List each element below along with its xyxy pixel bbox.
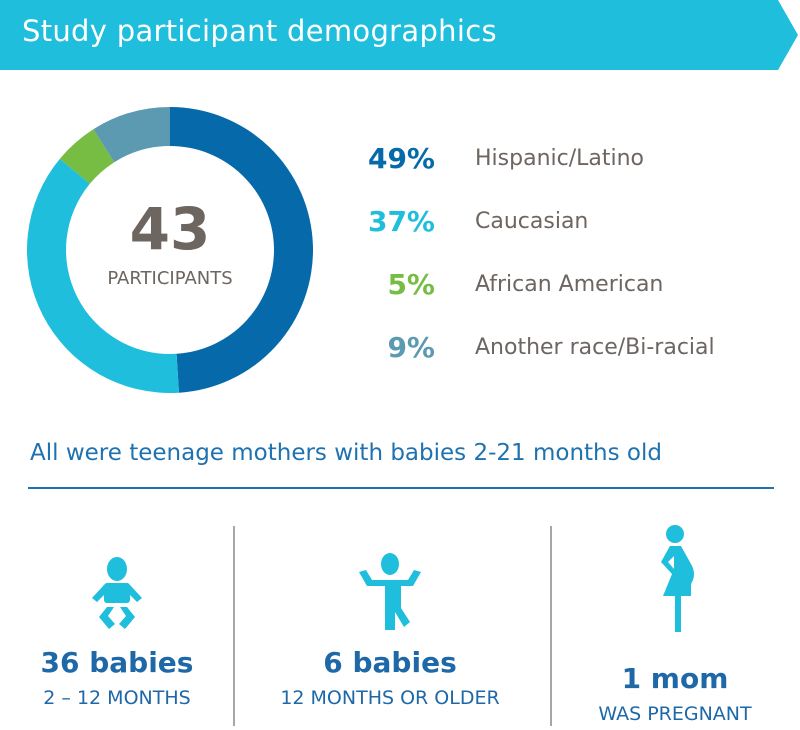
legend-label: Hispanic/Latino	[475, 146, 645, 171]
legend-value: 5%	[387, 268, 435, 301]
baby-icon	[92, 557, 142, 629]
header-banner	[0, 0, 798, 70]
donut-slice-hispanic-latino	[170, 107, 313, 393]
legend-label: Another race/Bi-racial	[475, 335, 715, 360]
legend-value: 9%	[387, 331, 435, 364]
stat-label: 12 MONTHS OR OLDER	[280, 687, 500, 709]
stat-value: 6 babies	[323, 646, 457, 679]
legend-label: Caucasian	[475, 209, 589, 234]
column-divider	[233, 526, 235, 726]
legend-value: 49%	[367, 142, 435, 175]
participant-count: 43	[129, 195, 211, 263]
toddler-icon	[359, 553, 421, 630]
page-title: Study participant demographics	[22, 14, 497, 48]
stat-pregnant-mom: 1 mom WAS PREGNANT	[545, 525, 800, 725]
stat-value: 36 babies	[40, 646, 194, 679]
divider	[28, 487, 774, 489]
legend-label: African American	[475, 272, 664, 297]
donut-slice-african-american	[59, 129, 115, 184]
legend-value: 37%	[367, 205, 435, 238]
stat-label: WAS PREGNANT	[598, 703, 752, 725]
donut-chart	[27, 107, 313, 393]
stat-value: 1 mom	[621, 662, 729, 695]
participant-label: PARTICIPANTS	[107, 268, 233, 289]
donut-slice-caucasian	[27, 158, 179, 393]
summary-note: All were teenage mothers with babies 2-2…	[30, 440, 662, 466]
legend-item-african-american: 5% African American	[340, 268, 780, 308]
legend-item-another-race: 9% Another race/Bi-racial	[340, 331, 780, 371]
stat-label: 2 – 12 MONTHS	[43, 687, 191, 709]
legend-item-caucasian: 37% Caucasian	[340, 205, 780, 245]
stat-babies-2-12: 36 babies 2 – 12 MONTHS	[0, 540, 247, 709]
donut-slice-another-race-bi-racial	[93, 107, 170, 163]
stat-babies-12-plus: 6 babies 12 MONTHS OR OLDER	[260, 540, 520, 709]
column-divider	[550, 526, 552, 726]
legend-item-hispanic: 49% Hispanic/Latino	[340, 142, 780, 182]
pregnant-woman-icon	[661, 525, 694, 632]
